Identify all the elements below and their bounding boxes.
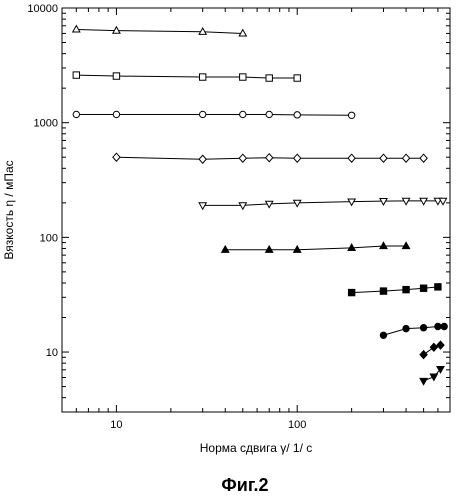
- data-point: [266, 246, 273, 252]
- y-tick-label: 10: [46, 347, 58, 359]
- data-point: [240, 111, 246, 117]
- series-8: [380, 323, 447, 338]
- data-point: [437, 341, 444, 349]
- data-point: [240, 74, 246, 80]
- y-tick-label: 10000: [27, 3, 58, 15]
- figure-caption: Фиг.2: [221, 475, 268, 495]
- x-tick-label: 100: [288, 419, 306, 431]
- data-point: [294, 154, 301, 162]
- data-point: [266, 111, 272, 117]
- data-point: [266, 75, 272, 81]
- data-point: [380, 332, 386, 338]
- series-5: [199, 198, 446, 209]
- data-point: [420, 285, 426, 291]
- data-point: [430, 343, 437, 351]
- data-point: [403, 325, 409, 331]
- data-point: [239, 154, 246, 162]
- series-9: [420, 341, 444, 359]
- plot-series: [73, 26, 448, 385]
- data-point: [199, 203, 206, 209]
- data-point: [294, 246, 301, 252]
- data-point: [441, 323, 447, 329]
- series-6: [222, 242, 410, 252]
- x-tick-label: 10: [110, 419, 122, 431]
- plot-frame: [62, 8, 450, 412]
- series-line: [76, 29, 242, 33]
- data-point: [380, 242, 387, 248]
- data-point: [435, 284, 441, 290]
- data-point: [420, 378, 427, 384]
- data-point: [348, 199, 355, 205]
- data-point: [380, 199, 387, 205]
- data-point: [294, 200, 301, 206]
- y-tick-label: 100: [40, 232, 58, 244]
- data-point: [73, 72, 79, 78]
- series-7: [348, 284, 441, 296]
- data-point: [294, 112, 300, 118]
- data-point: [420, 154, 427, 162]
- data-point: [199, 111, 205, 117]
- data-point: [113, 73, 119, 79]
- data-point: [420, 351, 427, 359]
- data-point: [402, 242, 409, 248]
- axis-ticks: 10 100 10 100 1000 10000: [27, 3, 450, 431]
- series-line: [225, 246, 406, 250]
- data-point: [435, 323, 441, 329]
- data-point: [439, 198, 446, 204]
- series-1: [73, 26, 247, 36]
- series-10: [420, 366, 444, 384]
- data-point: [402, 154, 409, 162]
- data-point: [222, 246, 229, 252]
- data-point: [380, 288, 386, 294]
- data-point: [266, 154, 273, 162]
- data-point: [73, 26, 80, 32]
- data-point: [113, 111, 119, 117]
- data-point: [403, 286, 409, 292]
- data-point: [420, 198, 427, 204]
- series-4: [113, 153, 427, 163]
- data-point: [239, 203, 246, 209]
- series-2: [73, 72, 300, 81]
- data-point: [113, 153, 120, 161]
- data-point: [420, 325, 426, 331]
- data-point: [73, 111, 79, 117]
- series-line: [76, 75, 297, 78]
- data-point: [380, 154, 387, 162]
- y-tick-label: 1000: [34, 118, 58, 130]
- data-point: [402, 198, 409, 204]
- data-point: [348, 154, 355, 162]
- data-point: [199, 74, 205, 80]
- y-axis-label: Вязкость η / мПас: [2, 160, 16, 259]
- data-point: [199, 155, 206, 163]
- data-point: [199, 28, 206, 34]
- data-point: [348, 289, 354, 295]
- data-point: [348, 112, 354, 118]
- x-axis-label: Норма сдвига γ/ 1/ с: [200, 441, 312, 455]
- series-3: [73, 111, 355, 118]
- data-point: [294, 75, 300, 81]
- data-point: [113, 27, 120, 33]
